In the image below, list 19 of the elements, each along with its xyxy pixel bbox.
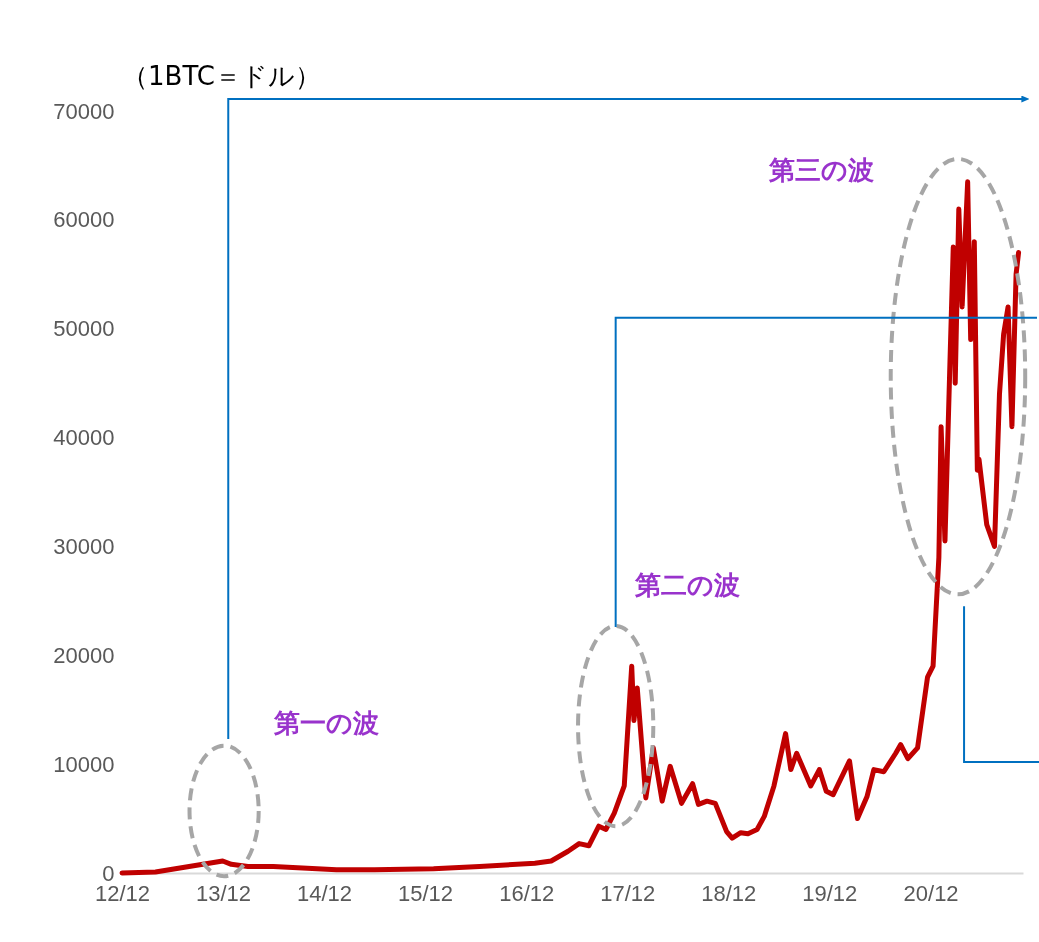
x-tick-label: 19/12 bbox=[802, 880, 858, 906]
y-tick-label: 10000 bbox=[53, 751, 115, 777]
x-tick-label: 16/12 bbox=[499, 880, 555, 906]
y-tick-label: 40000 bbox=[53, 425, 115, 451]
y-tick-label: 20000 bbox=[53, 642, 115, 668]
annotation: 第三の波 bbox=[767, 155, 874, 185]
x-tick-label: 14/12 bbox=[296, 880, 353, 906]
annotation: 第一の波 bbox=[272, 708, 379, 738]
x-tick-label: 20/12 bbox=[903, 880, 959, 906]
x-tick-label: 17/12 bbox=[600, 880, 656, 906]
y-axis-title: （1BTC＝ドル） bbox=[122, 61, 321, 91]
x-tick-label: 13/12 bbox=[195, 880, 252, 906]
y-tick-label: 60000 bbox=[53, 207, 115, 233]
y-tick-label: 30000 bbox=[53, 533, 115, 559]
y-tick-label: 70000 bbox=[53, 98, 115, 124]
x-tick-label: 18/12 bbox=[701, 880, 757, 906]
annotation: 第二の波 bbox=[633, 570, 740, 600]
x-tick-label: 15/12 bbox=[397, 880, 454, 906]
y-tick-label: 50000 bbox=[53, 316, 115, 342]
